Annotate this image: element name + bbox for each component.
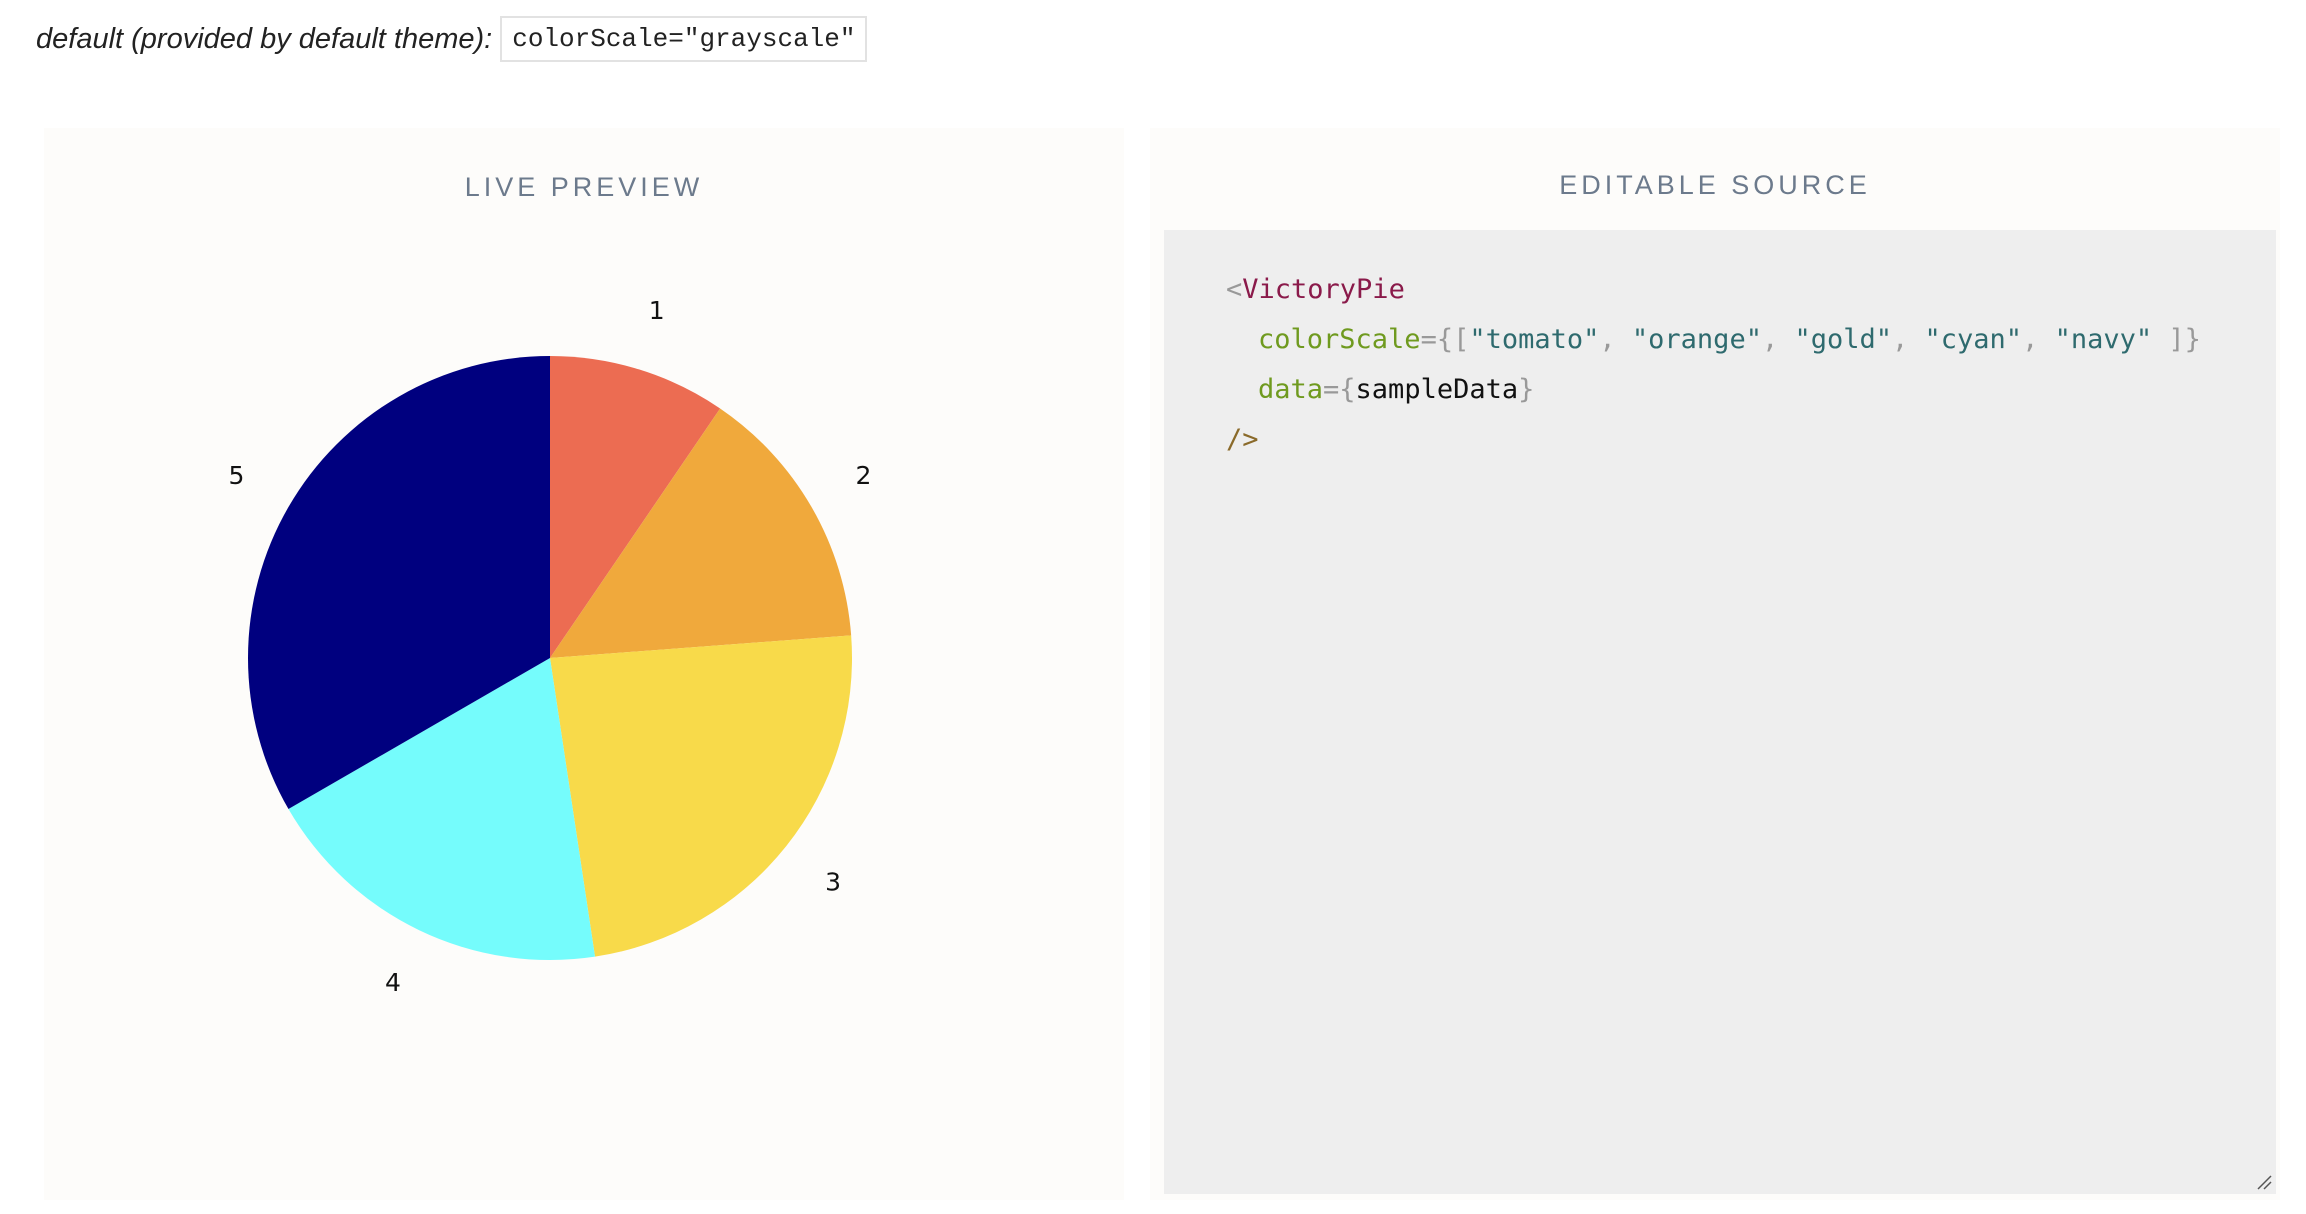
pie-label-3: 3 bbox=[825, 868, 841, 897]
code-line-colorscale: colorScale={["tomato", "orange", "gold",… bbox=[1258, 324, 2201, 355]
default-code-snippet: colorScale="grayscale" bbox=[500, 16, 868, 62]
component-name: VictoryPie bbox=[1242, 274, 1405, 305]
pie-label-5: 5 bbox=[229, 461, 245, 490]
pie-slice-5 bbox=[247, 356, 550, 809]
pie-slice-2 bbox=[550, 408, 852, 658]
colorscale-attr: colorScale bbox=[1258, 324, 1421, 355]
code-line-open-tag: <VictoryPie bbox=[1226, 274, 1405, 305]
color-orange: "orange" bbox=[1631, 324, 1762, 355]
pie-label-1: 1 bbox=[649, 296, 665, 325]
live-preview-panel: LIVE PREVIEW 1 2 3 4 5 bbox=[44, 128, 1124, 1200]
color-cyan: "cyan" bbox=[1924, 324, 2023, 355]
default-theme-note: default (provided by default theme): col… bbox=[36, 14, 868, 64]
pie-slice-1 bbox=[550, 356, 721, 658]
color-tomato: "tomato" bbox=[1469, 324, 1600, 355]
pie-chart: 1 2 3 4 5 bbox=[229, 296, 872, 997]
default-label: default (provided by default theme): bbox=[36, 22, 493, 55]
code-line-close: /> bbox=[1226, 424, 1259, 455]
color-navy: "navy" bbox=[2054, 324, 2153, 355]
editable-source-panel: EDITABLE SOURCE <VictoryPie colorScale={… bbox=[1150, 128, 2280, 1200]
pie-slice-4 bbox=[288, 658, 596, 960]
code-editor[interactable]: <VictoryPie colorScale={["tomato", "oran… bbox=[1164, 230, 2276, 1194]
data-value: sampleData bbox=[1355, 374, 1519, 405]
tag-open-bracket: < bbox=[1226, 274, 1243, 305]
pie-label-2: 2 bbox=[856, 461, 872, 490]
resize-handle-icon[interactable] bbox=[2256, 1174, 2272, 1190]
live-preview-title: LIVE PREVIEW bbox=[464, 172, 704, 202]
pie-label-4: 4 bbox=[385, 968, 401, 997]
pie-slice-3 bbox=[550, 635, 852, 957]
self-close-tag: /> bbox=[1226, 424, 1259, 455]
data-attr: data bbox=[1258, 374, 1324, 405]
color-gold: "gold" bbox=[1794, 324, 1893, 355]
editable-source-title: EDITABLE SOURCE bbox=[1559, 170, 1871, 200]
code-line-data: data={sampleData} bbox=[1258, 374, 1535, 405]
